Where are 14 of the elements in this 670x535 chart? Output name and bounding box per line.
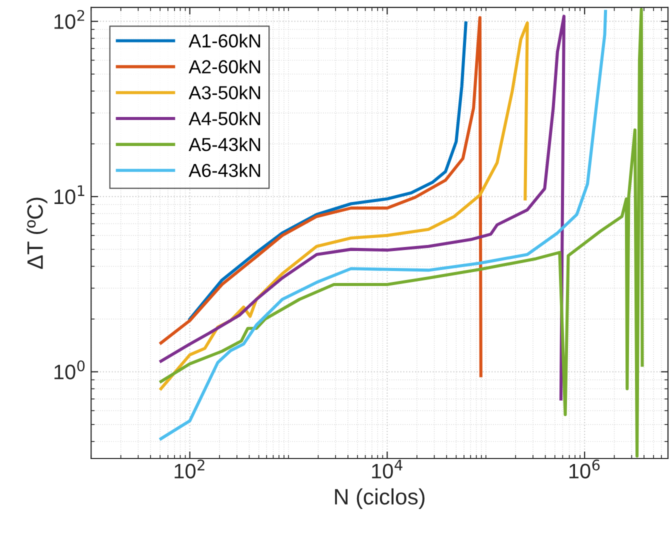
legend-label: A3-50kN (188, 86, 260, 100)
x-axis-title: N (ciclos) (335, 488, 424, 510)
x-tick-label: 10$^{4}$ (372, 460, 402, 479)
x-tick-label: 10$^{6}$ (570, 459, 600, 478)
y-axis-title: ΔT (ºC) (26, 198, 48, 269)
y-tick-label: 10$^{0}$ (54, 360, 85, 380)
legend-label: A2-60kN (188, 60, 260, 74)
legend-label: A1-60kN (188, 34, 260, 48)
legend-label: A4-50kN (188, 111, 260, 126)
x-tick-label: 10$^{2}$ (174, 459, 204, 478)
legend-label: A5-43kN (188, 137, 260, 152)
y-tick-label: 10$^{2}$ (54, 10, 84, 29)
legend-label: A6-43kN (188, 163, 260, 178)
y-tick-label: 10$^{1}$ (54, 185, 84, 204)
